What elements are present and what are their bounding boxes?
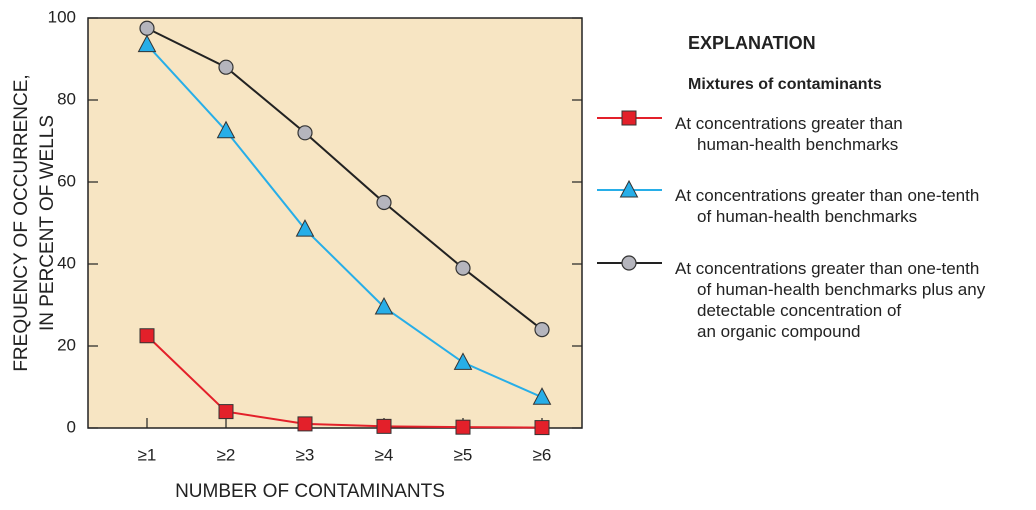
marker: [139, 20, 155, 36]
y-tick-label: 80: [57, 89, 76, 108]
legend-label-line: of human-health benchmarks: [697, 207, 917, 226]
legend-subtitle: Mixtures of contaminants: [688, 76, 882, 93]
marker: [455, 260, 471, 276]
marker: [297, 416, 313, 432]
marker: [295, 219, 315, 237]
series-line: [146, 43, 543, 399]
marker: [137, 34, 157, 53]
legend-label: At concentrations greater than one-tenth…: [675, 259, 986, 341]
series-line: [146, 335, 543, 429]
y-tick-label: 40: [57, 253, 76, 272]
marker: [534, 420, 550, 436]
legend-label-line: At concentrations greater than: [675, 114, 903, 133]
legend-label: At concentrations greater than one-tenth…: [675, 186, 979, 226]
marker: [374, 296, 394, 315]
y-axis-label: IN PERCENT OF WELLS: [37, 115, 58, 331]
x-tick-label: ≥6: [533, 445, 552, 464]
legend-label: At concentrations greater than human-heal…: [675, 114, 903, 154]
marker: [139, 328, 155, 344]
x-tick-label: ≥5: [454, 445, 473, 464]
series-line: [146, 27, 543, 331]
x-tick-label: ≥1: [138, 445, 157, 464]
x-tick-label: ≥2: [217, 445, 236, 464]
legend-label-line: At concentrations greater than one-tenth: [675, 259, 979, 278]
marker: [376, 418, 392, 434]
legend-label-line: detectable concentration of: [697, 301, 901, 320]
marker: [216, 120, 236, 139]
x-tick-label: ≥4: [375, 445, 394, 464]
marker: [453, 352, 473, 370]
marker: [532, 387, 552, 405]
x-axis-label: NUMBER OF CONTAMINANTS: [175, 481, 445, 502]
y-tick-label: 60: [57, 171, 76, 190]
legend-label-line: At concentrations greater than one-tenth: [675, 186, 979, 205]
plot-area: [87, 17, 583, 429]
marker: [455, 419, 471, 435]
marker: [621, 110, 637, 126]
legend-label-line: human-health benchmarks: [697, 135, 898, 154]
y-axis-label: FREQUENCY OF OCCURRENCE,: [11, 74, 32, 371]
legend-label-line: of human-health benchmarks plus any: [697, 280, 986, 299]
marker: [297, 125, 313, 141]
x-tick-label: ≥3: [296, 445, 315, 464]
marker: [619, 179, 639, 198]
legend-label-line: an organic compound: [697, 322, 861, 341]
marker: [218, 404, 234, 420]
y-tick-label: 0: [67, 417, 76, 436]
legend-title: EXPLANATION: [688, 33, 816, 53]
y-tick-label: 100: [48, 7, 76, 26]
marker: [534, 322, 550, 338]
marker: [376, 194, 392, 211]
y-tick-label: 20: [57, 335, 76, 354]
marker: [621, 255, 637, 271]
marker: [218, 59, 234, 75]
